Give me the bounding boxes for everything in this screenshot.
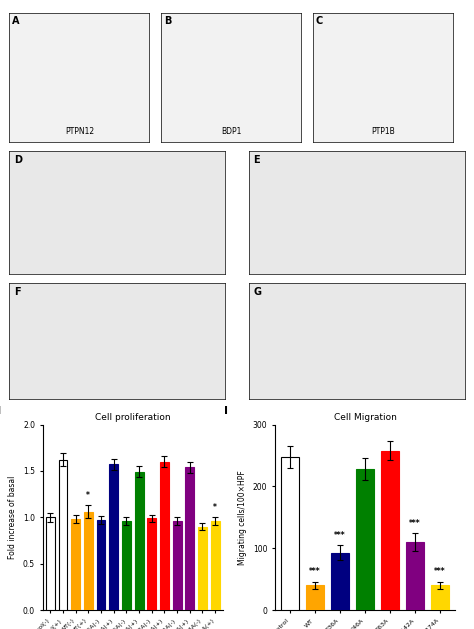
Bar bbox=[147, 518, 156, 610]
Text: F: F bbox=[14, 287, 20, 296]
Text: ***: *** bbox=[309, 567, 321, 576]
Text: ***: *** bbox=[409, 519, 421, 528]
Text: ***: *** bbox=[334, 531, 346, 540]
Y-axis label: Migrating cells/100×HPF: Migrating cells/100×HPF bbox=[238, 470, 247, 565]
Bar bbox=[84, 512, 93, 610]
Text: D: D bbox=[14, 155, 22, 165]
Bar bbox=[185, 467, 194, 610]
Bar bbox=[198, 526, 207, 610]
Bar bbox=[173, 521, 182, 610]
Text: PTPN12: PTPN12 bbox=[65, 127, 94, 136]
Text: I: I bbox=[225, 406, 228, 416]
Bar bbox=[281, 457, 299, 610]
Bar bbox=[431, 586, 449, 610]
Bar bbox=[331, 553, 349, 610]
Bar bbox=[58, 460, 67, 610]
Bar bbox=[160, 462, 169, 610]
Text: C: C bbox=[316, 16, 323, 26]
Text: BDP1: BDP1 bbox=[221, 127, 241, 136]
Text: *: * bbox=[86, 491, 90, 499]
Text: ***: *** bbox=[434, 567, 446, 576]
Bar bbox=[381, 450, 399, 610]
Text: B: B bbox=[164, 16, 171, 26]
Y-axis label: Fold increase of basal: Fold increase of basal bbox=[9, 476, 18, 559]
Title: Cell proliferation: Cell proliferation bbox=[95, 413, 171, 423]
Text: A: A bbox=[12, 16, 20, 26]
Text: E: E bbox=[253, 155, 260, 165]
Bar bbox=[135, 472, 144, 610]
Bar bbox=[406, 542, 424, 610]
Bar bbox=[71, 519, 80, 610]
Text: G: G bbox=[253, 287, 261, 296]
Bar bbox=[211, 521, 219, 610]
Text: *: * bbox=[213, 503, 217, 512]
Bar bbox=[122, 521, 131, 610]
Text: H: H bbox=[0, 406, 1, 416]
Bar bbox=[109, 464, 118, 610]
Title: Cell Migration: Cell Migration bbox=[334, 413, 396, 423]
Bar bbox=[97, 520, 105, 610]
Bar bbox=[46, 517, 55, 610]
Bar bbox=[356, 469, 374, 610]
Text: PTP1B: PTP1B bbox=[371, 127, 395, 136]
Bar bbox=[306, 586, 324, 610]
